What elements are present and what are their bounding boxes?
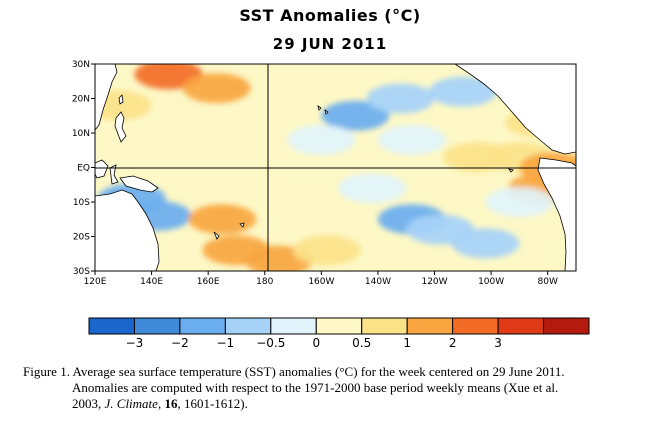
- plot-area: [95, 64, 576, 271]
- latitude-ticks: 30N 20N 10N EQ 10S 20S 30S: [72, 60, 95, 277]
- lat-tick-label: 30N: [72, 60, 90, 70]
- anomaly-patch: [366, 83, 435, 114]
- lat-tick-label: 20S: [73, 233, 90, 243]
- colorbar-label: 0.5: [352, 336, 371, 350]
- caption-journal: J. Climate: [104, 396, 158, 411]
- colorbar-swatch: [224, 317, 272, 335]
- colorbar-swatch: [315, 317, 363, 335]
- colorbar-swatch: [452, 317, 499, 335]
- land-hawaii: [317, 105, 329, 115]
- figure-caption: Figure 1. Average sea surface temperatur…: [23, 364, 653, 412]
- colorbar-swatch: [270, 317, 317, 335]
- colorbar-swatch: [497, 317, 545, 335]
- lon-tick-label: 120E: [84, 277, 107, 287]
- caption-volume: 16: [164, 396, 178, 411]
- lat-tick-label: 10N: [72, 129, 90, 139]
- caption-comma: ,: [157, 396, 165, 411]
- map-date: 29 JUN 2011: [272, 35, 388, 53]
- colorbar-label: −0.5: [256, 336, 285, 350]
- colorbar-swatch: [133, 317, 181, 335]
- land-new-guinea: [119, 175, 159, 193]
- lon-tick-label: 140E: [140, 277, 163, 287]
- anomaly-patch: [293, 235, 362, 266]
- land-new-caledonia: [213, 231, 220, 240]
- land-borneo: [95, 159, 109, 179]
- lat-tick-label: 30S: [73, 267, 90, 277]
- land-south-america: [537, 157, 576, 271]
- longitude-ticks: 120E 140E 160E 180 160W 140W 120W 100W 80W: [84, 271, 558, 287]
- lat-tick-label: EQ: [77, 164, 90, 174]
- anomaly-patch: [428, 76, 497, 107]
- lat-tick-label: 10S: [73, 198, 90, 208]
- land-north-america: [454, 64, 576, 155]
- colorbar-label: −2: [171, 336, 189, 350]
- anomaly-patch: [182, 73, 251, 104]
- caption-line-1: Figure 1. Average sea surface temperatur…: [23, 364, 565, 379]
- lon-tick-label: 160E: [197, 277, 220, 287]
- anomaly-patch: [321, 100, 390, 131]
- caption-line-2-text: Anomalies are computed with respect to t…: [72, 380, 559, 395]
- caption-line-3-pre: 2003,: [72, 396, 105, 411]
- caption-pages: , 1601-1612).: [177, 396, 248, 411]
- sst-anomaly-map: 120E 140E 160E 180 160W 140W 120W 100W 80W 30N20…: [72, 60, 590, 350]
- land-australia: [95, 189, 160, 271]
- colorbar-label: −1: [217, 336, 235, 350]
- colorbar-label: 3: [494, 336, 502, 350]
- colorbar-label: 1: [403, 336, 411, 350]
- lon-tick-label: 120W: [421, 277, 447, 287]
- land-fiji: [239, 222, 245, 228]
- colorbar-label: 2: [449, 336, 457, 350]
- lon-tick-label: 140W: [365, 277, 391, 287]
- colorbar-label: −3: [126, 336, 144, 350]
- land-asia: [95, 64, 118, 131]
- land-sulawesi: [109, 164, 119, 185]
- colorbar-swatch: [543, 317, 590, 335]
- lat-tick-label: 20N: [72, 95, 90, 105]
- land-taiwan: [118, 94, 124, 105]
- caption-line-2: Anomalies are computed with respect to t…: [23, 380, 653, 412]
- colorbar-label: 0: [312, 336, 320, 350]
- anomaly-patch: [377, 124, 446, 155]
- anomaly-patch: [281, 159, 350, 190]
- colorbar: −3 −2 −1 −0.5 0 0.5 1 2 3: [88, 317, 590, 350]
- colorbar-swatch: [179, 317, 226, 335]
- land-philippines: [114, 111, 127, 143]
- land-galapagos: [508, 168, 514, 173]
- anomaly-patch: [188, 204, 257, 235]
- anomaly-patch: [485, 187, 554, 217]
- land-masses: [95, 64, 576, 271]
- lon-tick-label: 100W: [478, 277, 504, 287]
- colorbar-swatch: [88, 317, 135, 335]
- anomaly-patch: [95, 90, 152, 121]
- colorbar-swatch: [361, 317, 408, 335]
- anomaly-patch: [451, 228, 520, 259]
- lon-tick-label: 160W: [308, 277, 334, 287]
- anomaly-field: [95, 64, 576, 271]
- map-title: SST Anomalies (°C): [239, 6, 421, 25]
- anomaly-patch: [287, 124, 356, 155]
- anomaly-patch: [338, 173, 407, 204]
- colorbar-swatch: [406, 317, 454, 335]
- lon-tick-label: 180: [256, 277, 273, 287]
- lon-tick-label: 80W: [538, 277, 558, 287]
